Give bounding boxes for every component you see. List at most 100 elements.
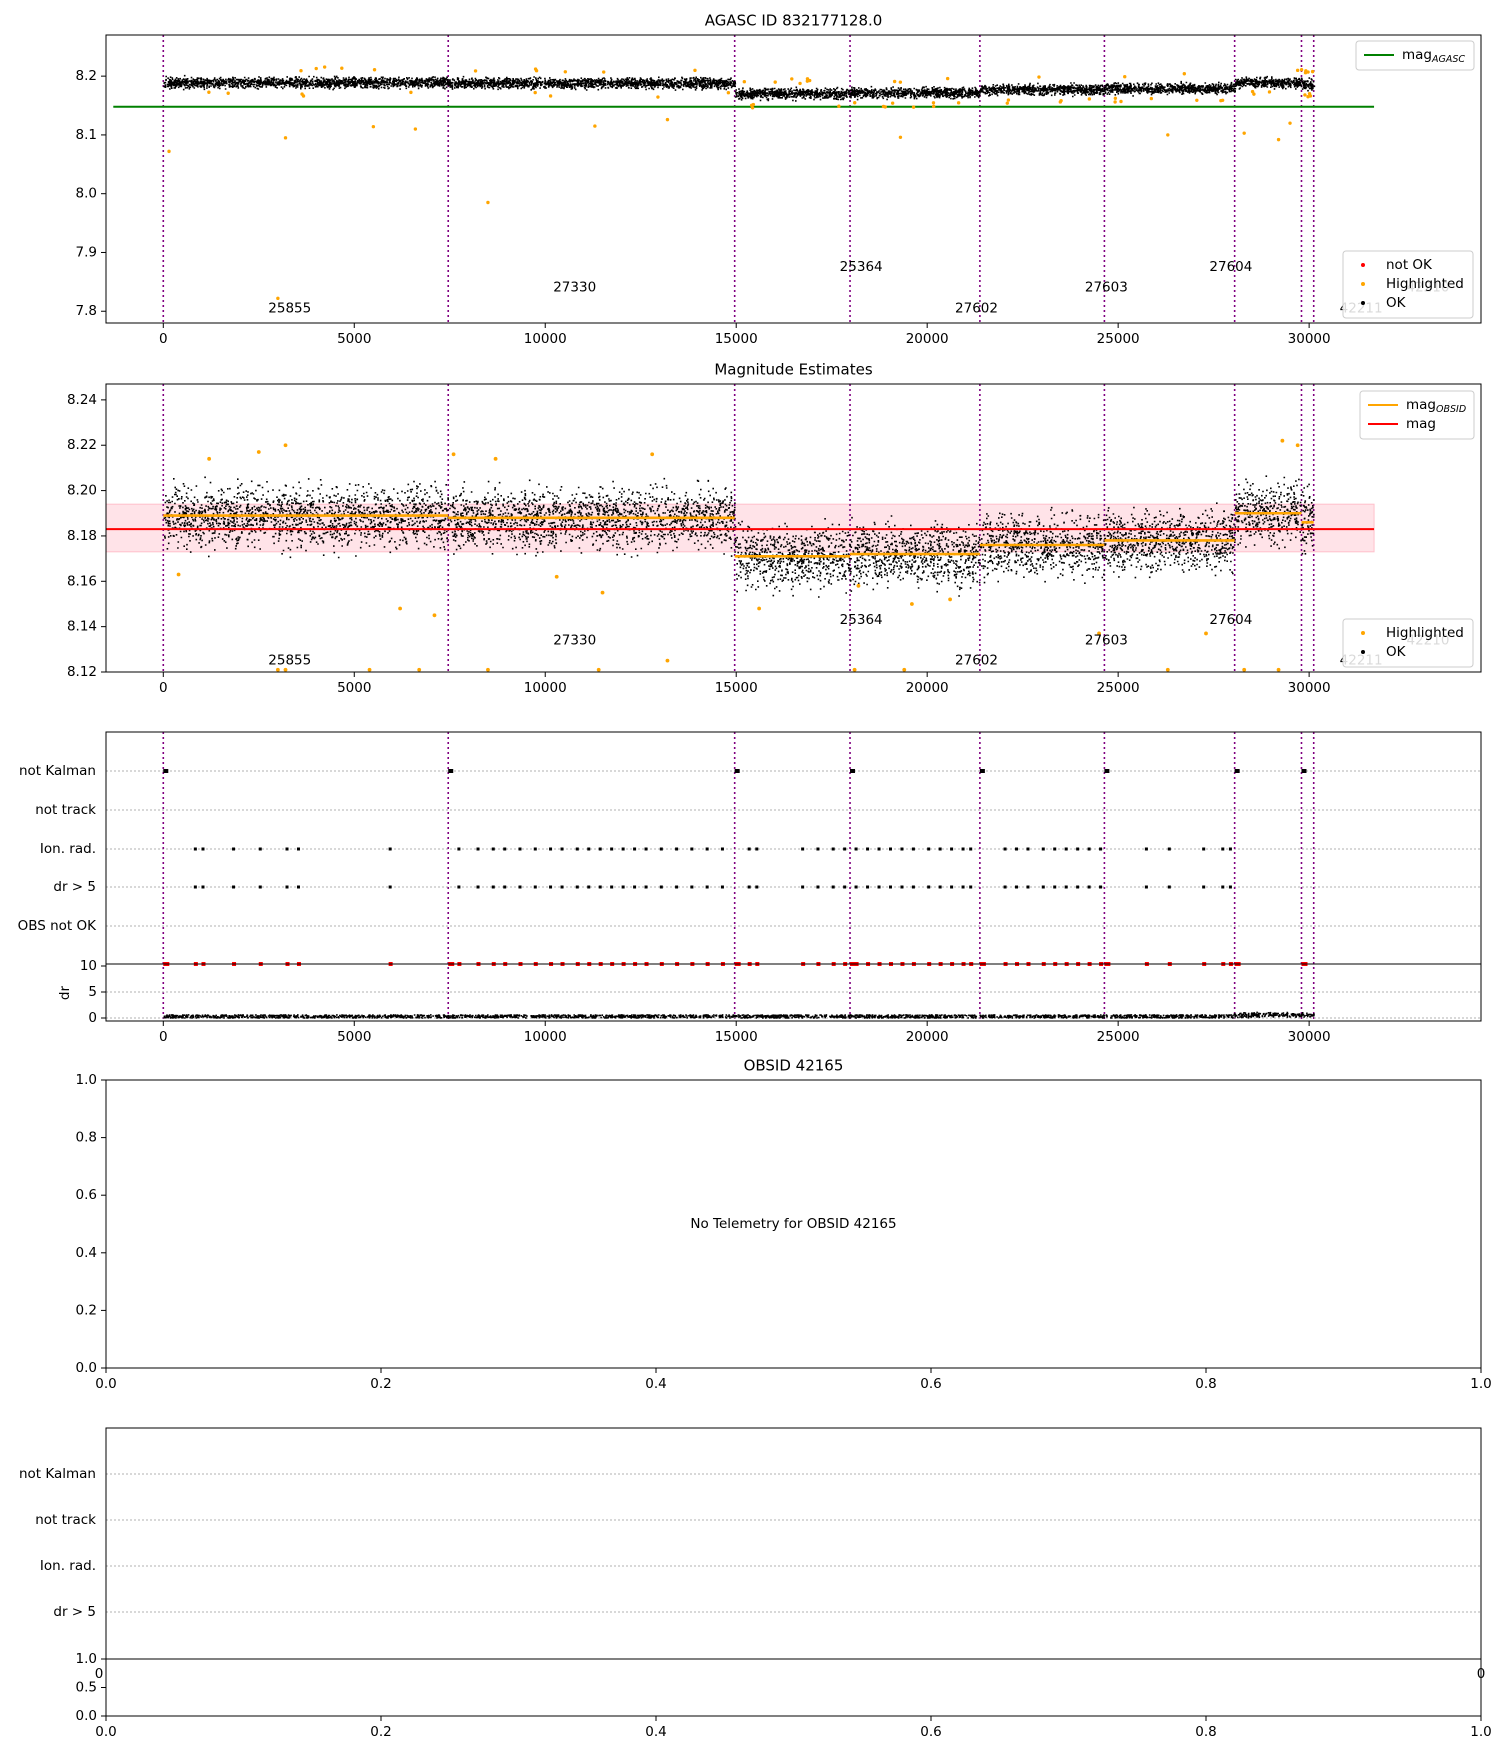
agasc-highlighted-point (1006, 98, 1011, 102)
agasc-highlighted-point (1113, 100, 1117, 104)
mag-highlighted-point (1097, 631, 1101, 636)
obsid-ytick-label: 0.2 (76, 1302, 97, 1318)
flags-dr-mark (1053, 885, 1057, 889)
flags-ion-rad-mark (201, 847, 205, 851)
agasc-highlighted-point (409, 90, 413, 95)
flags-ion-rad-mark (1053, 847, 1057, 851)
agasc-highlighted-point (593, 124, 597, 128)
mag-axes (105, 383, 1482, 673)
agasc-obsid-label-27603: 27603 (1085, 280, 1128, 296)
flags-ion-rad-mark (950, 847, 954, 851)
agasc-highlighted-point (1276, 137, 1281, 142)
flags-ion-rad-mark (491, 847, 495, 851)
flags-ion-rad-mark (258, 847, 262, 851)
flags-panel: not Kalman not track Ion. rad. dr > 5 OBS no… (18, 731, 1482, 1045)
flags-dr-mark (285, 885, 289, 889)
flags-not-kalman-mark (448, 769, 454, 773)
agasc-ytick-label: 7.9 (76, 244, 97, 260)
flags-ion-rad-mark (938, 847, 942, 851)
flags-dr-mark (193, 885, 197, 889)
flags-ion-rad-mark (747, 847, 751, 851)
agasc-highlighted-point (301, 94, 306, 98)
agasc-highlighted-point (226, 91, 230, 95)
agasc-obsid-label-25855: 25855 (268, 300, 311, 316)
obsid-flags-xtick-label: 0.0 (95, 1724, 116, 1740)
flags-dr-mark (831, 885, 835, 889)
flags-dr-mark (1202, 885, 1206, 889)
agasc-highlighted-point (314, 66, 318, 71)
agasc-lower-legend-marker (1361, 263, 1365, 267)
obsid-flags-xtick-label: 0.4 (645, 1724, 666, 1740)
flags-ion-rad-mark (598, 847, 602, 851)
mag-highlighted-point (852, 667, 857, 672)
flags-dr-mark (549, 885, 553, 889)
agasc-highlighted-point (881, 104, 886, 109)
agasc-highlighted-point (413, 127, 418, 131)
flags-dr-mark (621, 885, 625, 889)
flags-dr-mark (720, 885, 724, 889)
flags-dr-mark (644, 885, 648, 889)
mag-obsid-label-27604: 27604 (1209, 612, 1252, 628)
mag-highlighted-point (432, 613, 437, 618)
agasc-highlighted-point (322, 65, 327, 69)
obsid-ytick-label: 0.0 (76, 1360, 97, 1376)
agasc-highlighted-point (931, 104, 936, 109)
mag-highlighted-point (948, 597, 952, 602)
mag-ok-points (163, 475, 1315, 598)
mag-ytick-label: 8.24 (67, 392, 97, 408)
flags-ion-rad-mark (1003, 847, 1007, 851)
obsid-panel: OBSID 42165 No Telemetry for OBSID 42165 0… (76, 1057, 1492, 1393)
flags-dr-mark (1015, 885, 1019, 889)
mag-highlighted-point (398, 606, 402, 611)
flags-dr-mark (1099, 885, 1103, 889)
flags-ion-rad-mark (961, 847, 965, 851)
obsid-xtick-label: 0.6 (920, 1376, 941, 1392)
obsid-ytick-label: 1.0 (76, 1072, 97, 1088)
agasc-xtick-label: 5000 (337, 331, 371, 347)
mag-lower-legend (1342, 618, 1474, 668)
agasc-highlighted-point (853, 101, 857, 105)
flags-ion-rad-mark (518, 847, 522, 851)
agasc-lower-legend-label: OK (1386, 295, 1407, 311)
mag-upper-legend (1359, 390, 1475, 440)
agasc-axes (105, 34, 1482, 324)
flags-dr-mark (388, 885, 392, 889)
flags-ion-rad-mark (866, 847, 870, 851)
agasc-lower-legend-label: Highlighted (1386, 276, 1464, 292)
flags-label: not track (35, 802, 96, 818)
flags-ion-rad-mark (911, 847, 915, 851)
flags-ion-rad-mark (1026, 847, 1030, 851)
agasc-highlighted-point (1295, 68, 1300, 73)
agasc-highlighted-point (1087, 97, 1092, 101)
agasc-highlighted-point (534, 69, 539, 73)
mag-highlighted-point (1295, 443, 1300, 448)
agasc-highlighted-point (945, 76, 950, 81)
flags-dr-mark (518, 885, 522, 889)
flags-ion-rad-mark (1202, 847, 1206, 851)
flags-xtick-label: 10000 (524, 1029, 567, 1045)
mag-highlighted-point (451, 452, 456, 457)
agasc-lower-legend-marker (1361, 282, 1365, 286)
flags-dr-mark (1076, 885, 1080, 889)
dr-ytick-label: 0 (88, 1010, 97, 1026)
dr-ylabel: dr (57, 985, 73, 1000)
flags-dr-mark (587, 885, 591, 889)
mag-highlighted-point (256, 450, 261, 454)
agasc-highlighted-point (807, 78, 812, 83)
flags-dr-mark (533, 885, 537, 889)
agasc-highlighted-point (898, 135, 903, 139)
obsid-title: OBSID 42165 (744, 1057, 844, 1075)
obsid-dr-ytick-label: 0.0 (76, 1708, 97, 1724)
flags-ion-rad-mark (831, 847, 835, 851)
flags-not-kalman-mark (1234, 769, 1240, 773)
flags-xtick-label: 20000 (906, 1029, 949, 1045)
flags-dr-mark (843, 885, 847, 889)
flags-ion-rad-mark (1228, 847, 1232, 851)
flags-dr-mark (201, 885, 205, 889)
flags-dr-mark (927, 885, 931, 889)
flags-dr-mark (610, 885, 614, 889)
flags-dr-mark (900, 885, 904, 889)
agasc-obsid-label-27330: 27330 (553, 280, 596, 296)
dr-ytick-label: 10 (80, 958, 97, 974)
agasc-highlighted-point (1267, 90, 1272, 94)
